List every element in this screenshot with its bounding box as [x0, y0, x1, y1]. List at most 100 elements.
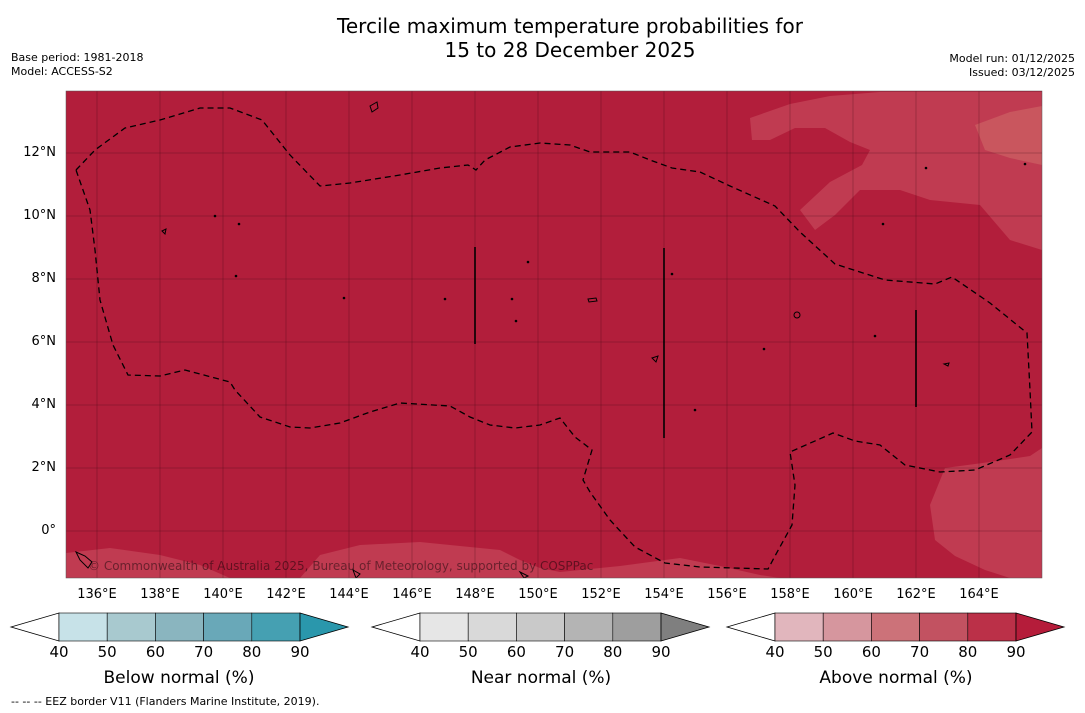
latitude-label: 4°N: [31, 397, 57, 412]
island-icon: [762, 347, 766, 351]
model-info: Base period: 1981-2018 Model: ACCESS-S2: [11, 51, 143, 79]
run-info: Model run: 01/12/2025 Issued: 03/12/2025: [949, 52, 1075, 80]
probability-region-southeast: [930, 448, 1042, 578]
colorbar-extend-high: [660, 612, 711, 642]
base-period: Base period: 1981-2018: [11, 51, 144, 64]
longitude-label: 152°E: [581, 587, 621, 602]
island-icon: [74, 550, 93, 569]
island-icon: [342, 296, 346, 300]
title-line-2: 15 to 28 December 2025: [444, 38, 696, 62]
island-icon: [352, 568, 361, 578]
longitude-label: 148°E: [455, 587, 495, 602]
island-icon: [526, 260, 530, 264]
legend-label-below: Below normal (%): [103, 668, 255, 688]
issued-date: Issued: 03/12/2025: [968, 66, 1075, 79]
meridian-markers: [474, 247, 917, 438]
islands: [74, 101, 1027, 578]
colorbar-tick-label: 40: [49, 643, 69, 661]
colorbar-tick-label: 50: [458, 643, 478, 661]
island-icon: [1023, 162, 1027, 166]
colorbar-tick-label: 90: [1006, 643, 1026, 661]
colorbar-segment: [251, 612, 301, 642]
colorbar-segment: [467, 612, 517, 642]
latitude-label: 2°N: [31, 460, 57, 475]
island-icon: [651, 355, 659, 363]
longitude-label: 154°E: [644, 587, 684, 602]
island-icon: [510, 297, 514, 301]
longitude-label: 142°E: [266, 587, 306, 602]
colorbar-below-normal: [9, 612, 350, 642]
colorbar-tick-label: 50: [97, 643, 117, 661]
island-icon: [942, 362, 950, 367]
colorbar-extend-low: [725, 612, 776, 642]
colorbar-above-normal: [725, 612, 1066, 642]
island-icon: [234, 274, 238, 278]
latitude-label: 12°N: [23, 145, 56, 160]
colorbar-tick-label: 80: [603, 643, 623, 661]
legend-label-above: Above normal (%): [819, 668, 973, 688]
colorbar-tick-label: 90: [651, 643, 671, 661]
colorbar-tick-label: 70: [555, 643, 575, 661]
map-area: [66, 91, 1042, 578]
latitude-label: 10°N: [23, 208, 56, 223]
island-icon: [518, 570, 530, 578]
longitude-label: 158°E: [770, 587, 810, 602]
colorbar-segment: [774, 612, 824, 642]
island-icon: [237, 222, 241, 226]
colorbar-extend-low: [370, 612, 421, 642]
colorbar-extend-low: [9, 612, 60, 642]
island-icon: [443, 297, 447, 301]
colorbar-tick-label: 60: [145, 643, 165, 661]
longitude-label: 160°E: [833, 587, 873, 602]
island-icon: [793, 311, 801, 319]
colorbar-tick-label: 70: [910, 643, 930, 661]
probability-region-northeast: [750, 92, 1042, 250]
probability-region-northeast-light: [975, 106, 1042, 165]
colorbar-tick-label: 70: [194, 643, 214, 661]
colorbar-tick-label: 60: [506, 643, 526, 661]
island-icon: [161, 228, 167, 236]
title-line-1: Tercile maximum temperature probabilitie…: [337, 14, 803, 38]
latitude-label: 6°N: [31, 334, 57, 349]
colorbar-segment: [871, 612, 920, 642]
longitude-label: 162°E: [896, 587, 936, 602]
model-name: Model: ACCESS-S2: [11, 65, 113, 78]
colorbar-tick-label: 40: [765, 643, 785, 661]
colorbar-tick-label: 60: [861, 643, 881, 661]
latitude-label: 8°N: [31, 271, 57, 286]
longitude-label: 164°E: [959, 587, 999, 602]
colorbar-segment: [58, 612, 108, 642]
island-icon: [873, 334, 877, 338]
island-icon: [881, 222, 885, 226]
probability-region-southwest: [66, 548, 230, 578]
probability-region-south: [300, 542, 780, 578]
colorbar-tick-label: 80: [958, 643, 978, 661]
model-run: Model run: 01/12/2025: [949, 52, 1075, 65]
island-icon: [369, 101, 379, 113]
island-icon: [924, 166, 928, 170]
colorbar-tick-label: 90: [290, 643, 310, 661]
colorbar-tick-label: 80: [242, 643, 262, 661]
longitude-label: 136°E: [77, 587, 117, 602]
longitude-label: 138°E: [140, 587, 180, 602]
longitude-label: 144°E: [329, 587, 369, 602]
colorbar-segment: [612, 612, 662, 642]
latitude-label: 0°: [41, 523, 56, 538]
colorbar-segment: [203, 612, 253, 642]
colorbar-segment: [155, 612, 204, 642]
colorbar-extend-high: [1015, 612, 1066, 642]
island-icon: [670, 272, 674, 276]
colorbar-segment: [919, 612, 969, 642]
colorbar-segment: [564, 612, 614, 642]
colorbar-segment: [516, 612, 565, 642]
map-credit: © Commonwealth of Australia 2025, Bureau…: [88, 559, 594, 573]
eez-footnote: -- -- -- EEZ border V11 (Flanders Marine…: [11, 695, 320, 708]
island-icon: [587, 297, 598, 303]
colorbar-segment: [419, 612, 469, 642]
colorbar-extend-high: [299, 612, 350, 642]
eez-border: [75, 107, 1033, 570]
longitude-label: 140°E: [203, 587, 243, 602]
colorbar-segment: [967, 612, 1017, 642]
colorbar-tick-label: 40: [410, 643, 430, 661]
colorbar-near-normal: [370, 612, 711, 642]
